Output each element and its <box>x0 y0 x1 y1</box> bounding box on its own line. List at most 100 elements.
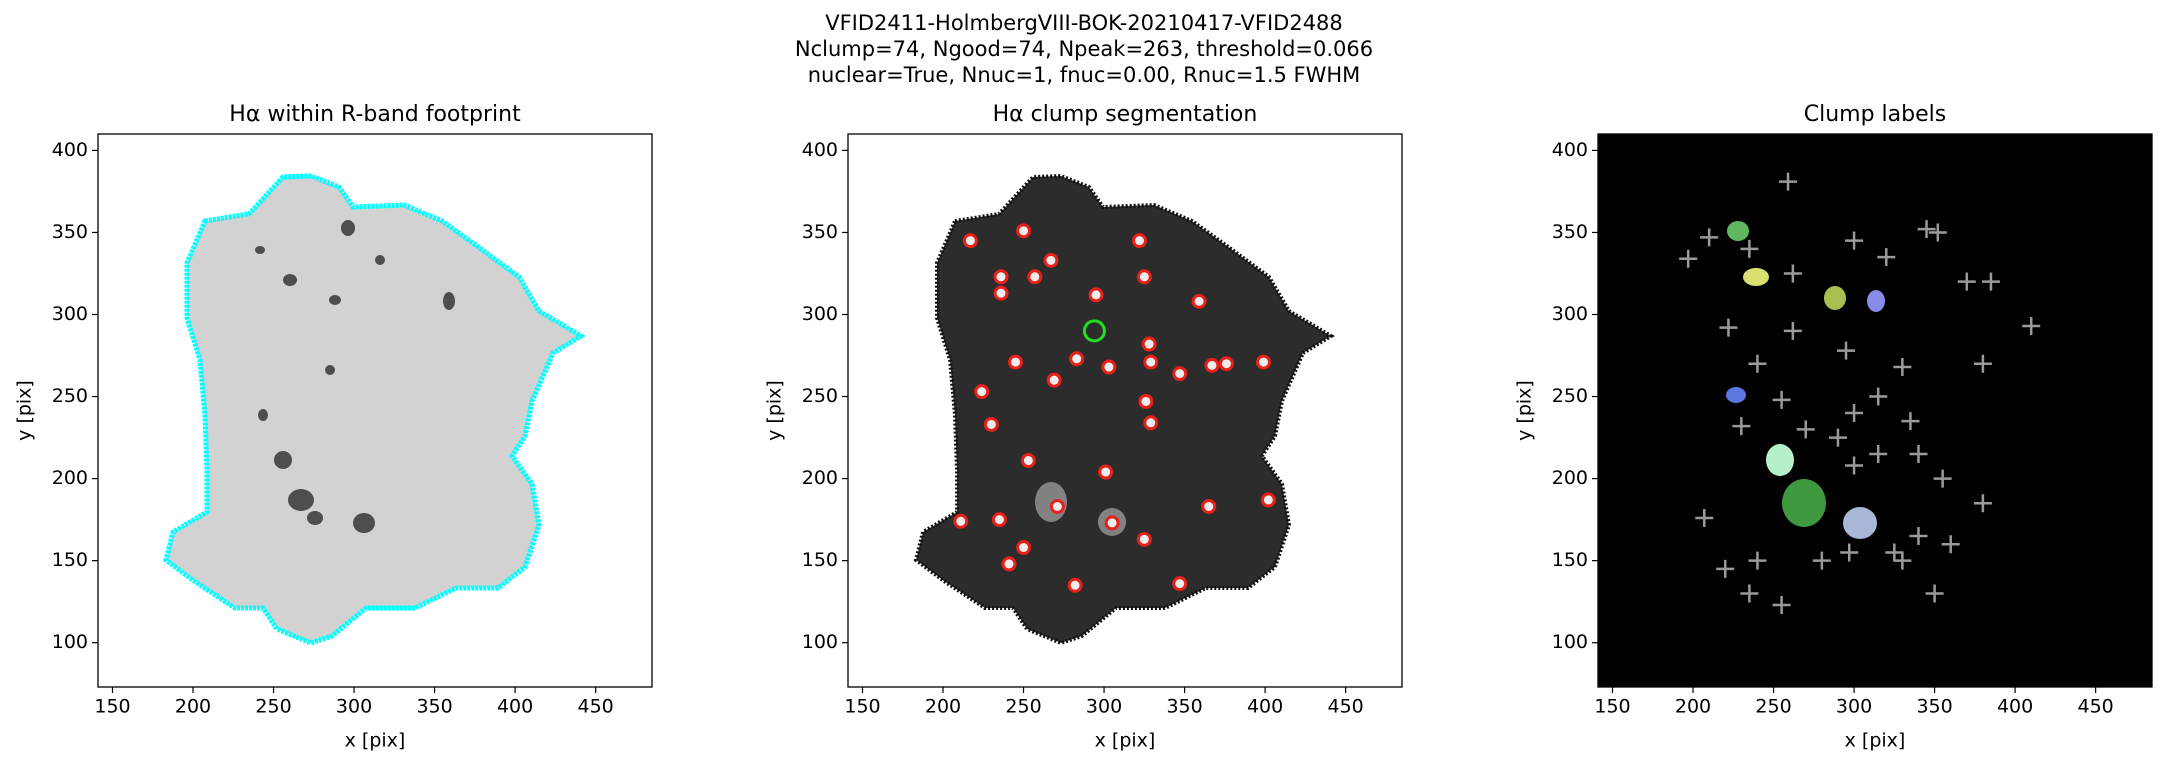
clump-marker <box>1007 354 1023 370</box>
x-tick-label: 450 <box>2078 696 2114 718</box>
clump-marker <box>974 384 990 400</box>
peak-marker <box>1772 595 1791 614</box>
y-tick-label: 250 <box>1552 385 1588 407</box>
peak-marker <box>1812 551 1831 570</box>
peak-marker <box>1933 469 1952 488</box>
peak-marker <box>1973 494 1992 513</box>
peak-marker <box>1779 172 1798 191</box>
x-tick-label: 450 <box>1328 696 1364 718</box>
x-tick-label: 300 <box>1086 696 1122 718</box>
axes-frame <box>97 133 653 688</box>
clump-marker <box>1201 498 1217 514</box>
x-tick-label: 250 <box>1005 696 1041 718</box>
clump-marker <box>983 416 999 432</box>
peak-marker <box>1845 456 1864 475</box>
clump-marker <box>1256 354 1271 370</box>
clump-marker <box>1172 366 1188 382</box>
clump-marker <box>1016 223 1032 239</box>
suptitle: nuclear=True, Nnuc=1, fnuc=0.00, Rnuc=1.… <box>808 63 1361 87</box>
peak-marker <box>1740 584 1759 603</box>
clump-marker <box>1069 351 1085 367</box>
x-tick-label: 350 <box>416 696 452 718</box>
clump-marker <box>1143 415 1159 431</box>
x-tick-label: 400 <box>1247 696 1283 718</box>
peak-marker <box>1981 272 2000 291</box>
clump-marker <box>1138 393 1154 409</box>
x-tick-label: 200 <box>925 696 961 718</box>
clump-marker <box>1143 354 1159 370</box>
clump-marker <box>1191 293 1207 309</box>
peak-marker <box>1719 318 1738 337</box>
peak-marker <box>1957 272 1976 291</box>
axes-title: Hα within R-band footprint <box>229 102 521 127</box>
x-tick-label: 150 <box>94 696 130 718</box>
clump-marker <box>1016 540 1032 556</box>
y-tick-label: 350 <box>52 221 88 243</box>
peak-marker <box>1917 220 1936 239</box>
clump-marker <box>1101 359 1117 375</box>
peak-marker <box>1909 527 1928 546</box>
peak-marker <box>1700 228 1719 247</box>
x-tick-label: 300 <box>336 696 372 718</box>
peak-marker <box>1893 358 1912 377</box>
peak-marker <box>1869 387 1888 406</box>
x-tick-label: 400 <box>497 696 533 718</box>
peak-marker <box>1748 551 1767 570</box>
y-tick-label: 250 <box>802 385 838 407</box>
peak-marker <box>2022 316 2041 335</box>
y-tick-label: 200 <box>1552 467 1588 489</box>
clump-marker <box>1020 453 1036 469</box>
labels-image <box>1598 134 2152 687</box>
y-tick-label: 200 <box>802 467 838 489</box>
clump-marker <box>1049 498 1065 514</box>
x-tick-label: 400 <box>1997 696 2033 718</box>
y-tick-label: 400 <box>1552 139 1588 161</box>
y-tick-label: 300 <box>52 303 88 325</box>
peak-marker <box>1925 584 1944 603</box>
clump-marker <box>1172 576 1188 592</box>
axes-frame <box>847 133 1403 688</box>
clump-marker <box>953 513 969 529</box>
x-tick-label: 150 <box>1594 696 1630 718</box>
peak-marker <box>1796 420 1815 439</box>
peak-marker <box>1973 354 1992 373</box>
clump-marker <box>993 285 1009 301</box>
peak-marker <box>1695 508 1714 527</box>
x-tick-label: 250 <box>1755 696 1791 718</box>
clump-marker <box>1067 577 1083 593</box>
y-tick-label: 200 <box>52 467 88 489</box>
x-tick-label: 200 <box>175 696 211 718</box>
x-tick-label: 450 <box>578 696 614 718</box>
x-axis-label: x [pix] <box>1845 730 1906 752</box>
peak-marker <box>1837 341 1856 360</box>
y-tick-label: 100 <box>1552 631 1588 653</box>
y-tick-label: 300 <box>1552 303 1588 325</box>
clump-marker <box>1104 515 1120 531</box>
x-tick-label: 250 <box>255 696 291 718</box>
clump-marker <box>1027 269 1043 285</box>
x-tick-label: 150 <box>844 696 880 718</box>
y-tick-label: 100 <box>802 631 838 653</box>
clump-marker <box>1088 287 1104 303</box>
y-tick-label: 400 <box>802 139 838 161</box>
y-axis-label: y [pix] <box>1514 380 1536 441</box>
peak-marker <box>1828 428 1847 447</box>
peak-marker <box>1877 248 1896 267</box>
x-tick-label: 200 <box>1675 696 1711 718</box>
x-axis-label: x [pix] <box>345 730 406 752</box>
peak-marker <box>1845 403 1864 422</box>
x-tick-label: 350 <box>1166 696 1202 718</box>
peak-marker <box>1783 321 1802 340</box>
clump-marker <box>1136 531 1152 547</box>
clump-marker <box>1043 252 1059 268</box>
y-tick-label: 100 <box>52 631 88 653</box>
clump-marker <box>1046 372 1062 388</box>
peak-marker <box>1679 249 1698 268</box>
nucleus-marker <box>1082 319 1106 343</box>
peak-marker <box>1716 559 1735 578</box>
y-tick-label: 150 <box>802 549 838 571</box>
clump-marker <box>962 233 978 249</box>
axes-title: Hα clump segmentation <box>993 102 1258 127</box>
y-tick-label: 150 <box>1552 549 1588 571</box>
axes-title: Clump labels <box>1804 102 1946 127</box>
